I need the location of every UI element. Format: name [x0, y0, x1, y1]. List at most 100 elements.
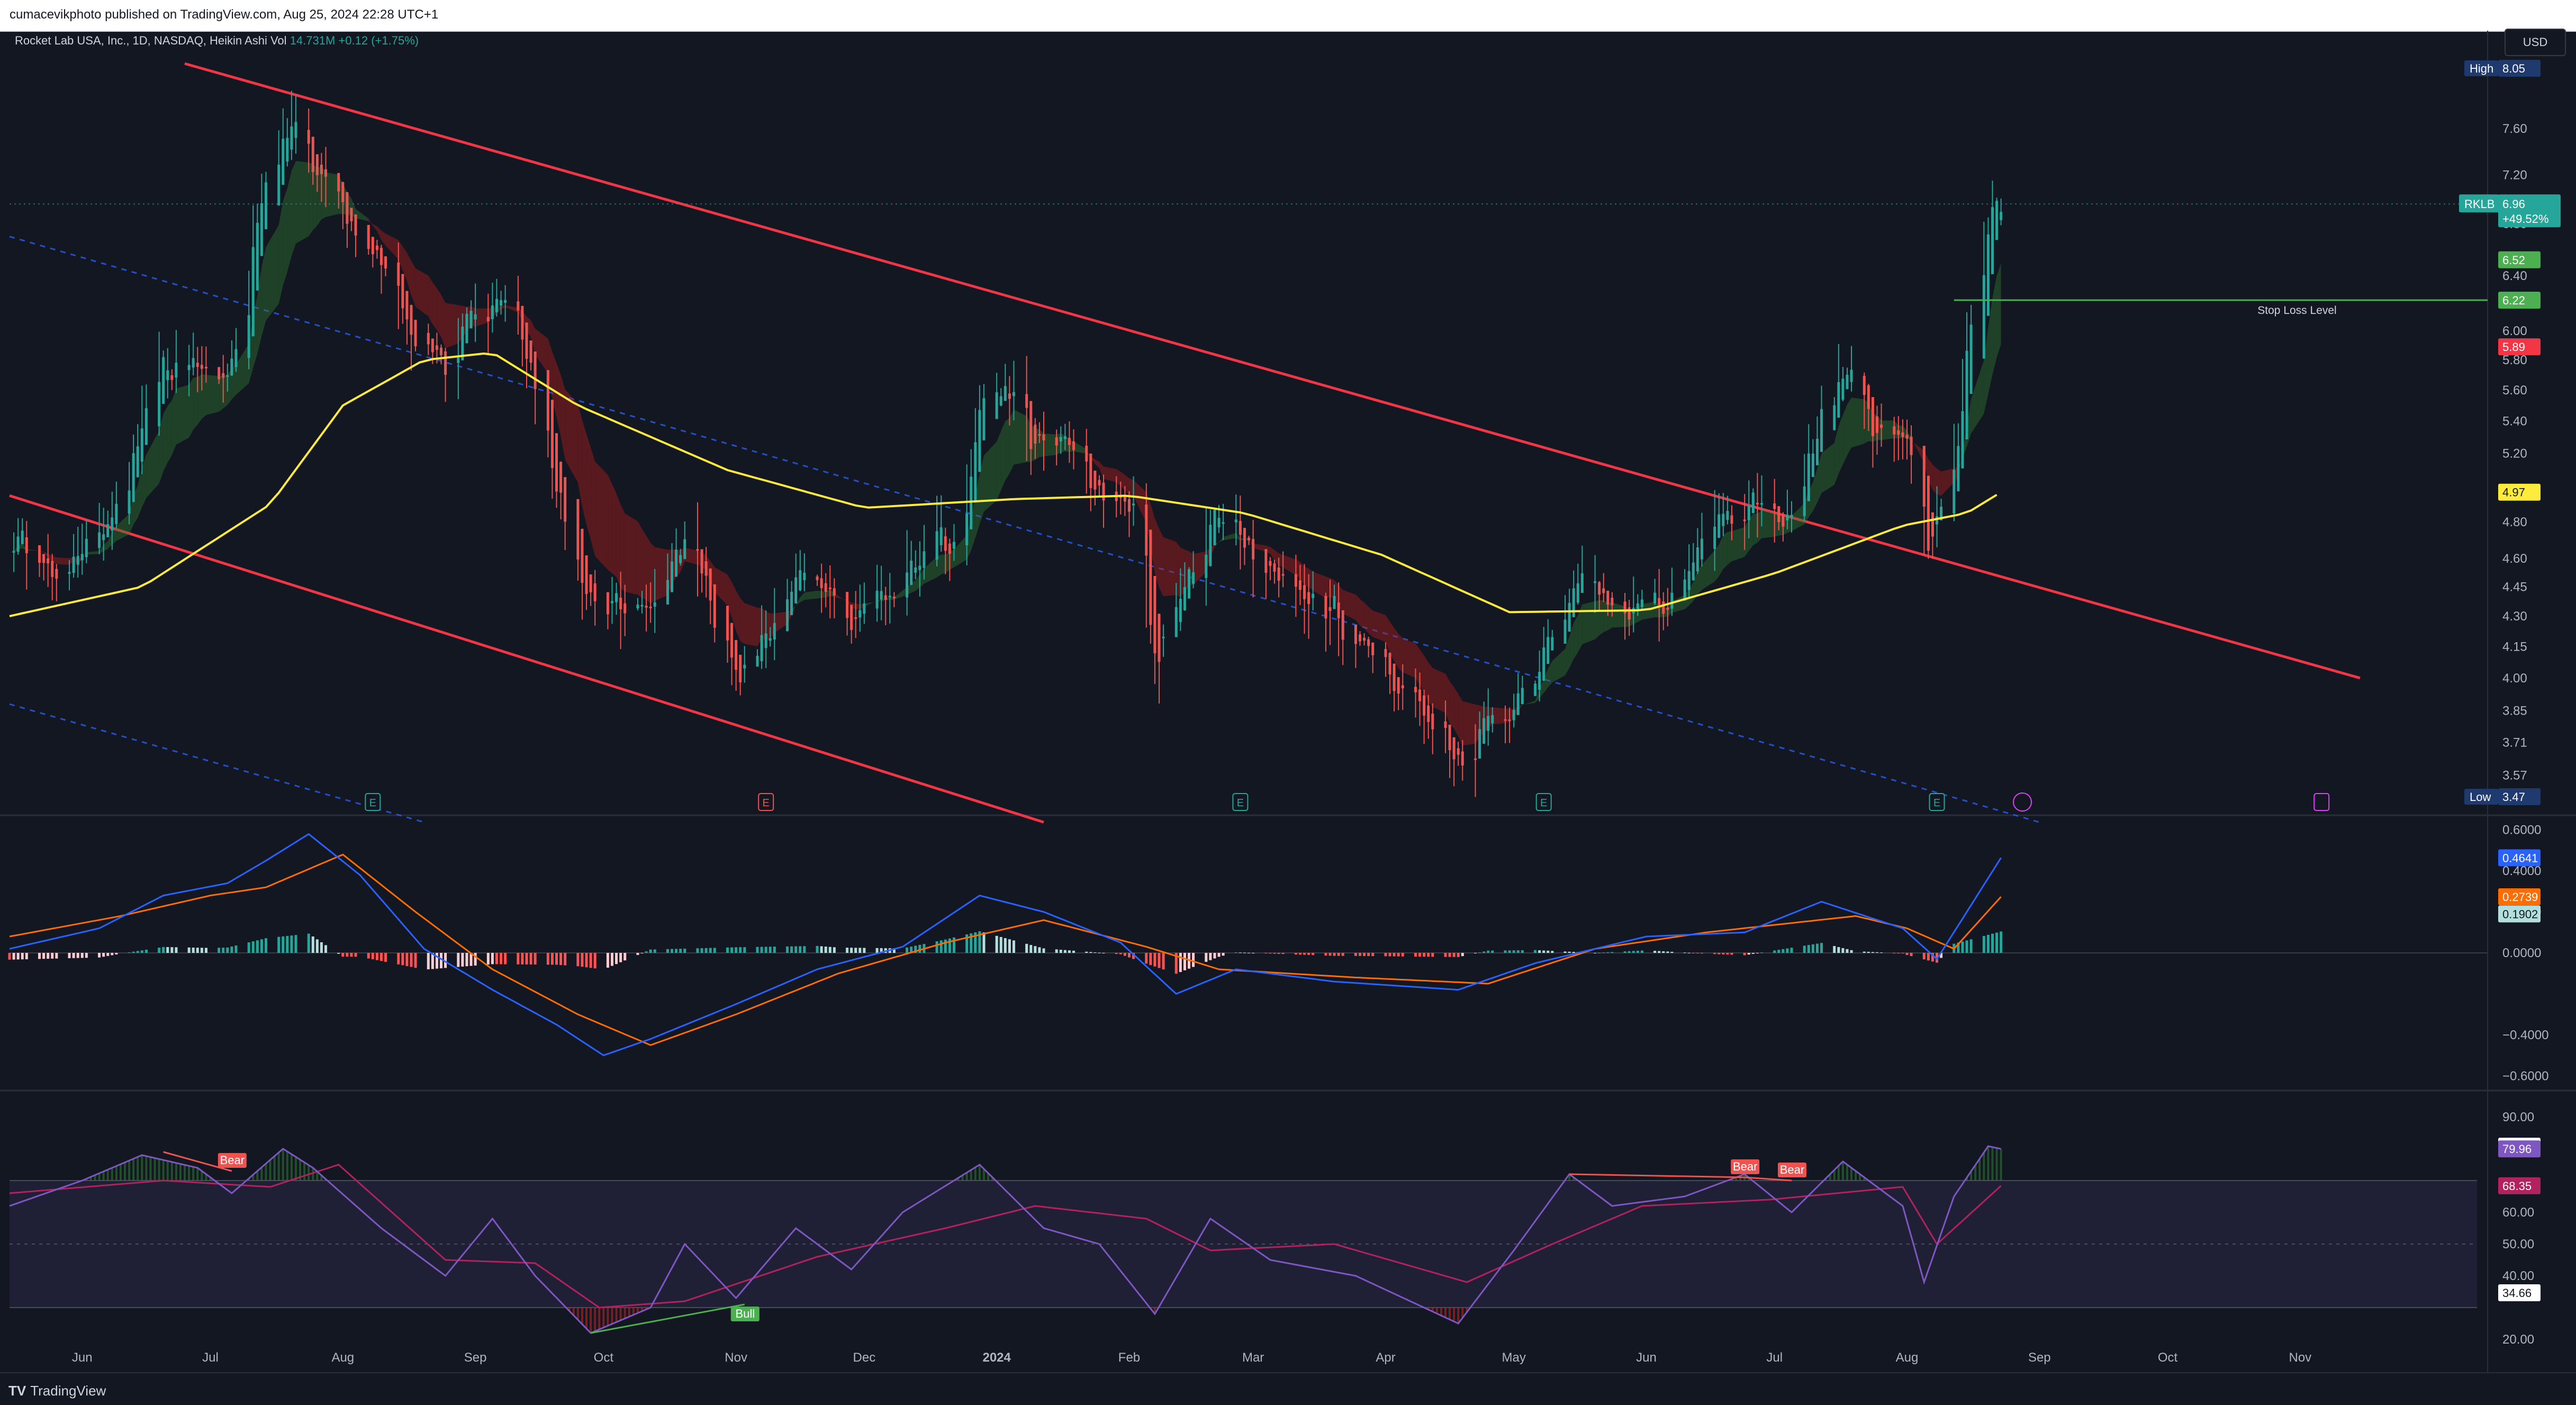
ema-ribbon-segment — [1009, 409, 1014, 474]
candle-body — [649, 606, 652, 608]
candle-body — [863, 603, 866, 614]
macd-histogram-bar — [234, 945, 238, 953]
ema-ribbon-segment — [1308, 568, 1313, 591]
candle-body — [1149, 529, 1152, 625]
macd-histogram-bar — [910, 947, 913, 953]
candle-body — [1653, 592, 1657, 604]
macd-histogram-bar — [965, 934, 969, 953]
candle-body — [1063, 436, 1066, 439]
candle-body — [1371, 642, 1375, 655]
candle-body — [1174, 607, 1178, 637]
macd-histogram-bar — [1986, 934, 1990, 953]
macd-histogram-bar — [286, 935, 289, 953]
candle-body — [709, 568, 712, 601]
ema-ribbon-segment — [1014, 409, 1027, 465]
last-price-value: 6.96 — [2502, 197, 2525, 211]
macd-histogram-bar — [80, 953, 84, 958]
ema-ribbon-segment — [637, 521, 643, 598]
ema-ribbon-segment — [586, 434, 591, 540]
macd-histogram-bar — [1957, 942, 1960, 953]
ema-ribbon-segment — [975, 473, 980, 538]
ema-ribbon-segment — [1565, 636, 1570, 676]
candle-body — [794, 577, 798, 604]
earnings-marker: E — [1535, 793, 1552, 811]
candle-body — [965, 514, 969, 545]
candle-body — [735, 640, 738, 670]
ema-ribbon-segment — [1073, 441, 1087, 454]
ema-ribbon-segment — [99, 545, 104, 554]
macd-tag: 0.2739 — [2498, 888, 2541, 905]
ema-ribbon-segment — [1253, 543, 1266, 552]
candle-body — [760, 635, 763, 661]
price-axis-label: 4.60 — [2502, 552, 2527, 566]
candle-body — [1153, 575, 1156, 654]
candle-body — [1487, 716, 1490, 731]
candle-body — [504, 300, 507, 303]
ema-ribbon-segment — [1996, 263, 2001, 358]
symbol-legend[interactable]: Rocket Lab USA, Inc., 1D, NASDAQ, Heikin… — [15, 34, 419, 48]
macd-histogram-bar — [683, 948, 686, 953]
macd-histogram-bar — [1730, 953, 1733, 955]
ema-ribbon-segment — [1330, 578, 1335, 598]
candle-body — [405, 291, 409, 320]
ema-ribbon-segment — [1817, 453, 1822, 503]
ema-ribbon-segment — [1099, 461, 1104, 479]
macd-histogram-bar — [128, 952, 131, 953]
macd-histogram-bar — [730, 947, 734, 953]
price-axis-label: 4.30 — [2502, 609, 2527, 624]
macd-histogram-bar — [799, 946, 802, 953]
macd-histogram-bar — [1991, 933, 1994, 953]
macd-tag-bg — [2498, 888, 2541, 905]
macd-histogram-bar — [1982, 935, 1985, 953]
macd-histogram-bar — [1025, 943, 1028, 953]
macd-histogram-bar — [76, 953, 79, 958]
macd-histogram-bar — [653, 949, 656, 953]
candle-body — [1183, 587, 1186, 610]
macd-histogram-bar — [713, 948, 716, 953]
price-axis-label: 3.85 — [2502, 704, 2527, 718]
macd-histogram-bar — [367, 953, 370, 959]
ema-ribbon-segment — [1932, 464, 1937, 494]
ema-ribbon-segment — [1104, 466, 1117, 483]
ema-ribbon-segment — [291, 161, 296, 256]
candle-body — [1277, 567, 1280, 581]
candle-body — [1427, 705, 1430, 722]
ema-ribbon-segment — [1462, 701, 1476, 746]
ema-ribbon-segment — [1745, 519, 1749, 557]
candle-body — [1252, 539, 1255, 560]
macd-histogram-bar — [1034, 946, 1037, 953]
macd-histogram-bar — [371, 953, 374, 960]
candle-body — [739, 654, 742, 682]
macd-histogram-bar — [1452, 953, 1456, 957]
candle-body — [1893, 426, 1896, 435]
ema-ribbon-segment — [731, 582, 736, 632]
macd-histogram-bar — [115, 953, 118, 954]
symbol-tag: RKLB — [2464, 197, 2494, 211]
moving-average-line — [9, 352, 1997, 617]
macd-histogram-bar — [1397, 953, 1400, 957]
macd-axis-label: −0.6000 — [2502, 1069, 2548, 1083]
candle-body — [1363, 637, 1366, 641]
tradingview-logo[interactable]: TV TradingView — [8, 1383, 106, 1399]
macd-line — [9, 833, 2002, 1057]
candle-body — [1756, 502, 1759, 505]
macd-histogram-bar — [1640, 950, 1643, 953]
ema-ribbon-segment — [1574, 615, 1578, 659]
macd-axis-label: 0.6000 — [2502, 823, 2541, 837]
currency-button[interactable]: USD — [2505, 29, 2566, 56]
macd-histogram-bar — [1483, 951, 1486, 953]
candle-body — [1162, 636, 1165, 638]
candle-body — [1576, 583, 1579, 603]
candle-body — [354, 214, 357, 236]
macd-histogram-bar — [260, 939, 263, 953]
rsi-axis-label: 40.00 — [2502, 1269, 2534, 1283]
macd-histogram-bar — [769, 947, 772, 953]
candle-body — [1328, 607, 1332, 611]
price-axis-label: 6.00 — [2502, 324, 2527, 338]
macd-histogram-bar — [1846, 949, 1849, 953]
candle-body — [1239, 520, 1242, 535]
macd-histogram-bar — [550, 953, 554, 965]
ema-ribbon-segment — [919, 568, 924, 588]
candle-body — [1863, 375, 1866, 395]
